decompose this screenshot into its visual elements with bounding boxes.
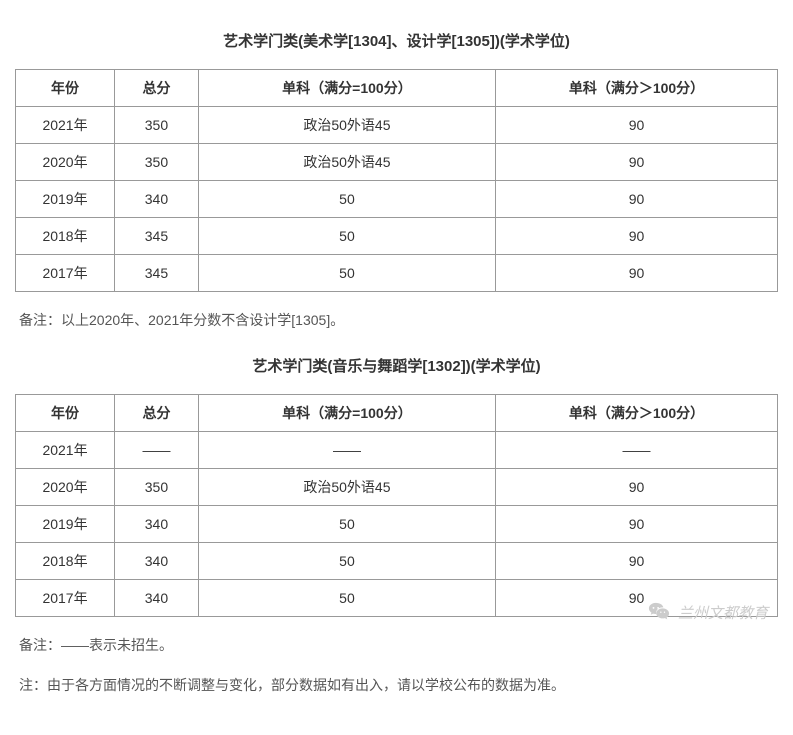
table-row: 2019年 340 50 90 xyxy=(16,506,778,543)
cell-sub1: 政治50外语45 xyxy=(198,107,495,144)
cell-year: 2017年 xyxy=(16,255,115,292)
cell-sub2: 90 xyxy=(496,218,778,255)
table-row: 2020年 350 政治50外语45 90 xyxy=(16,469,778,506)
cell-total: 340 xyxy=(115,506,199,543)
table-1: 年份 总分 单科（满分=100分） 单科（满分＞100分） 2021年 350 … xyxy=(15,69,778,292)
header-year: 年份 xyxy=(16,70,115,107)
cell-total: 350 xyxy=(115,469,199,506)
cell-year: 2018年 xyxy=(16,218,115,255)
watermark: 兰州文都教育 xyxy=(648,601,768,623)
cell-sub1: 50 xyxy=(198,506,495,543)
note-section2-1: 备注：——表示未招生。 xyxy=(15,635,778,655)
cell-year: 2019年 xyxy=(16,506,115,543)
cell-sub1: 政治50外语45 xyxy=(198,469,495,506)
cell-total: 345 xyxy=(115,218,199,255)
cell-total: 350 xyxy=(115,107,199,144)
table-row: 2021年 —— —— —— xyxy=(16,432,778,469)
cell-total: 340 xyxy=(115,181,199,218)
table-row: 2019年 340 50 90 xyxy=(16,181,778,218)
cell-sub1: 50 xyxy=(198,181,495,218)
table-row: 2017年 345 50 90 xyxy=(16,255,778,292)
cell-sub2: 90 xyxy=(496,506,778,543)
header-sub1: 单科（满分=100分） xyxy=(198,70,495,107)
cell-sub1: —— xyxy=(198,432,495,469)
cell-sub1: 50 xyxy=(198,543,495,580)
header-total: 总分 xyxy=(115,70,199,107)
cell-year: 2019年 xyxy=(16,181,115,218)
table-row: 2018年 345 50 90 xyxy=(16,218,778,255)
section-title-2: 艺术学门类(音乐与舞蹈学[1302])(学术学位) xyxy=(15,355,778,376)
wechat-icon xyxy=(648,601,670,623)
table-row: 2018年 340 50 90 xyxy=(16,543,778,580)
cell-sub1: 50 xyxy=(198,255,495,292)
header-sub2: 单科（满分＞100分） xyxy=(496,70,778,107)
cell-total: 340 xyxy=(115,580,199,617)
cell-sub2: 90 xyxy=(496,107,778,144)
cell-year: 2020年 xyxy=(16,144,115,181)
header-sub1: 单科（满分=100分） xyxy=(198,395,495,432)
cell-year: 2020年 xyxy=(16,469,115,506)
table-header-row: 年份 总分 单科（满分=100分） 单科（满分＞100分） xyxy=(16,395,778,432)
cell-year: 2017年 xyxy=(16,580,115,617)
cell-sub1: 政治50外语45 xyxy=(198,144,495,181)
table-row: 2020年 350 政治50外语45 90 xyxy=(16,144,778,181)
header-total: 总分 xyxy=(115,395,199,432)
table-row: 2021年 350 政治50外语45 90 xyxy=(16,107,778,144)
cell-sub2: 90 xyxy=(496,255,778,292)
cell-year: 2021年 xyxy=(16,107,115,144)
note-section2-2: 注：由于各方面情况的不断调整与变化，部分数据如有出入，请以学校公布的数据为准。 xyxy=(15,675,778,695)
cell-year: 2021年 xyxy=(16,432,115,469)
table-header-row: 年份 总分 单科（满分=100分） 单科（满分＞100分） xyxy=(16,70,778,107)
cell-total: 340 xyxy=(115,543,199,580)
cell-sub2: 90 xyxy=(496,469,778,506)
note-section1: 备注：以上2020年、2021年分数不含设计学[1305]。 xyxy=(15,310,778,330)
cell-total: —— xyxy=(115,432,199,469)
watermark-text: 兰州文都教育 xyxy=(678,602,768,623)
cell-sub1: 50 xyxy=(198,218,495,255)
header-year: 年份 xyxy=(16,395,115,432)
cell-total: 345 xyxy=(115,255,199,292)
cell-sub2: 90 xyxy=(496,144,778,181)
cell-sub2: 90 xyxy=(496,181,778,218)
cell-total: 350 xyxy=(115,144,199,181)
cell-sub2: 90 xyxy=(496,543,778,580)
section-title-1: 艺术学门类(美术学[1304]、设计学[1305])(学术学位) xyxy=(15,30,778,51)
header-sub2: 单科（满分＞100分） xyxy=(496,395,778,432)
table-2: 年份 总分 单科（满分=100分） 单科（满分＞100分） 2021年 —— —… xyxy=(15,394,778,617)
cell-year: 2018年 xyxy=(16,543,115,580)
cell-sub1: 50 xyxy=(198,580,495,617)
cell-sub2: —— xyxy=(496,432,778,469)
